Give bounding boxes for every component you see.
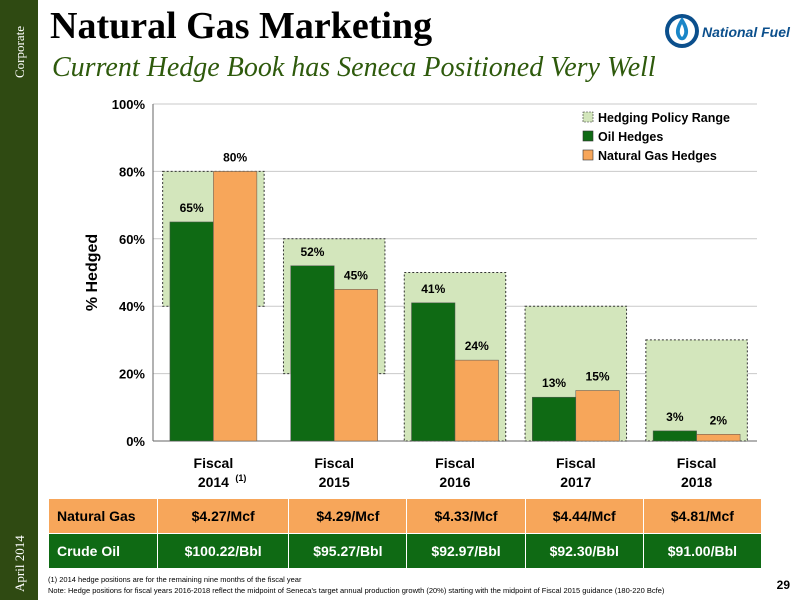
x-tick-label: 2016 [439, 474, 470, 490]
x-tick-label: Fiscal [194, 455, 234, 471]
bar-data-label: 3% [666, 410, 684, 424]
legend-swatch [582, 111, 594, 123]
table-cell: $92.97/Bbl [406, 533, 526, 569]
table-cell: $91.00/Bbl [642, 533, 763, 569]
bar [652, 430, 697, 442]
policy-range-box [645, 339, 748, 442]
bar [169, 221, 214, 442]
table-cell: $92.30/Bbl [524, 533, 644, 569]
x-tick-label: 2018 [681, 474, 712, 490]
legend-swatch [582, 149, 594, 161]
x-tick-label: 2014 [198, 474, 229, 490]
price-table: Natural Gas $4.27/Mcf $4.29/Mcf $4.33/Mc… [48, 498, 763, 569]
table-cell: $4.33/Mcf [406, 498, 526, 534]
table-row-natural-gas: Natural Gas $4.27/Mcf $4.29/Mcf $4.33/Mc… [48, 498, 763, 534]
legend-label: Oil Hedges [598, 130, 663, 144]
bar [411, 302, 456, 442]
page-title: Natural Gas Marketing [50, 5, 433, 47]
footnote-note: Note: Hedge positions for fiscal years 2… [48, 586, 665, 595]
bar [696, 434, 741, 442]
table-cell: $4.29/Mcf [288, 498, 408, 534]
x-tick-label: Fiscal [677, 455, 717, 471]
x-tick-label: 2015 [319, 474, 350, 490]
table-row-crude-oil: Crude Oil $100.22/Bbl $95.27/Bbl $92.97/… [48, 533, 763, 569]
bar-data-label: 13% [542, 376, 566, 390]
y-axis-title: % Hedged [84, 234, 101, 311]
company-logo: National Fuel [665, 14, 791, 48]
y-tick-label: 20% [119, 367, 145, 382]
x-tick-label: Fiscal [435, 455, 475, 471]
table-cell: $4.27/Mcf [156, 498, 290, 534]
table-cell: $4.44/Mcf [524, 498, 644, 534]
legend-label: Natural Gas Hedges [598, 149, 717, 163]
x-tick-label: Fiscal [314, 455, 354, 471]
table-cell: $95.27/Bbl [288, 533, 408, 569]
bar [532, 396, 577, 442]
y-tick-label: 60% [119, 232, 145, 247]
legend-label: Hedging Policy Range [598, 111, 730, 125]
bar [333, 289, 378, 442]
sidebar: Corporate April 2014 [0, 0, 38, 600]
legend-swatch [582, 130, 594, 142]
page-number: 29 [776, 578, 790, 592]
flame-drop-icon [665, 14, 699, 48]
bar-data-label: 45% [344, 268, 368, 282]
bar [213, 171, 258, 442]
x-tick-label: Fiscal [556, 455, 596, 471]
bar-data-label: 2% [710, 413, 728, 427]
y-tick-label: 0% [126, 434, 145, 449]
logo-text: National Fuel [702, 24, 791, 40]
row-label: Natural Gas [48, 498, 158, 534]
page-subtitle: Current Hedge Book has Seneca Positioned… [52, 52, 656, 83]
bar-data-label: 24% [465, 339, 489, 353]
bar-data-label: 80% [223, 150, 247, 164]
table-cell: $4.81/Mcf [642, 498, 763, 534]
y-tick-label: 80% [119, 164, 145, 179]
bar [454, 359, 499, 442]
row-label: Crude Oil [48, 533, 158, 569]
bar-data-label: 65% [180, 201, 204, 215]
bar [290, 265, 335, 442]
y-tick-label: 40% [119, 299, 145, 314]
bar [575, 390, 620, 442]
bar-data-label: 52% [300, 245, 324, 259]
x-tick-footnote-marker: (1) [235, 473, 246, 483]
x-tick-label: 2017 [560, 474, 591, 490]
table-cell: $100.22/Bbl [156, 533, 290, 569]
footnote-1: (1) 2014 hedge positions are for the rem… [48, 575, 302, 584]
bar-data-label: 41% [421, 282, 445, 296]
y-tick-label: 100% [112, 97, 146, 112]
bar-data-label: 15% [586, 369, 610, 383]
